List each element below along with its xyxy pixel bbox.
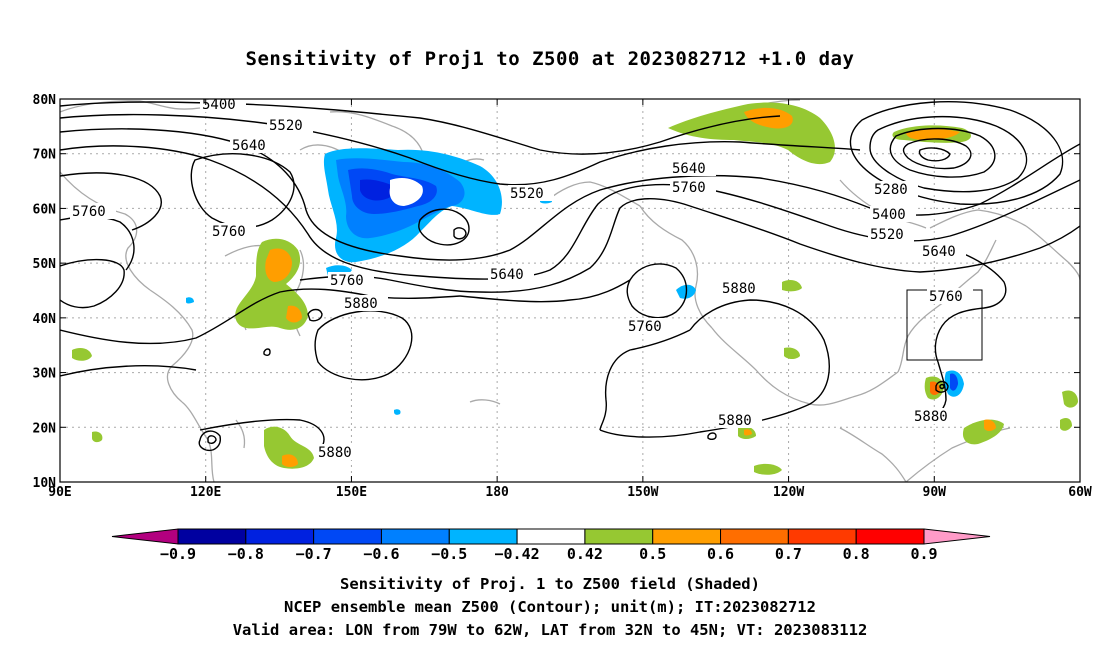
colorbar-box <box>855 528 925 545</box>
contour-label: 5760 <box>330 273 364 289</box>
colorbar-box <box>652 528 722 545</box>
axis-labels: 90E 120E 150E 180 150W 120W 90W 60W 80N 70N 60N 50N… <box>33 93 1092 500</box>
colorbar-box <box>787 528 857 545</box>
colorbar-box <box>245 528 315 545</box>
contour-label: 5760 <box>929 289 963 305</box>
contour-label: 5640 <box>922 244 956 260</box>
contour-label: 5880 <box>344 296 378 312</box>
lat-tick-label: 20N <box>33 421 57 436</box>
contour-label: 5760 <box>212 224 246 240</box>
caption-valid-area: Valid area: LON from 79W to 62W, LAT fro… <box>232 621 868 639</box>
chart-title: Sensitivity of Proj1 to Z500 at 20230827… <box>245 48 855 70</box>
colorbar-label: 0.9 <box>910 545 937 563</box>
colorbar-label: −0.5 <box>431 545 467 563</box>
lon-tick-label: 150W <box>627 485 658 500</box>
colorbar-label: −0.6 <box>363 545 399 563</box>
caption-contour: NCEP ensemble mean Z500 (Contour); unit(… <box>284 598 816 616</box>
lon-tick-label: 60W <box>1068 485 1092 500</box>
captions: Sensitivity of Proj. 1 to Z500 field (Sh… <box>0 573 1100 642</box>
contour-labels: 5400 5520 5640 5760 5760 5520 5640 5760 … <box>70 97 973 461</box>
colorbar-box <box>584 528 654 545</box>
colorbar-label: 0.6 <box>707 545 734 563</box>
colorbar-box <box>177 528 247 545</box>
lat-tick-label: 70N <box>33 148 57 163</box>
sensitivity-shading <box>72 102 1078 475</box>
contour-label: 5520 <box>269 118 303 134</box>
lat-tick-label: 10N <box>33 476 57 491</box>
caption-shaded: Sensitivity of Proj. 1 to Z500 field (Sh… <box>340 575 760 593</box>
contour-label: 5760 <box>72 204 106 220</box>
lon-tick-label: 120E <box>190 485 221 500</box>
contour-label: 5760 <box>628 319 662 335</box>
contour-label: 5640 <box>672 161 706 177</box>
lon-tick-label: 150E <box>336 485 367 500</box>
colorbar-box <box>448 528 518 545</box>
colorbar-box <box>313 528 382 545</box>
contour-label: 5880 <box>914 409 948 425</box>
colorbar-label: −0.7 <box>296 545 332 563</box>
colorbar-max-arrow <box>923 528 991 545</box>
colorbar-box <box>380 528 450 545</box>
contour-label: 5520 <box>870 227 904 243</box>
lon-tick-label: 90E <box>48 485 71 500</box>
colorbar-min-arrow <box>111 528 179 545</box>
lat-tick-label: 80N <box>33 93 57 108</box>
lon-tick-label: 180 <box>485 485 509 500</box>
contour-label: 5400 <box>872 207 906 223</box>
lat-tick-label: 30N <box>33 367 57 382</box>
z500-contours <box>60 101 1080 452</box>
colorbar-label: 0.5 <box>639 545 666 563</box>
lat-tick-label: 40N <box>33 312 57 327</box>
contour-label: 5880 <box>718 413 752 429</box>
contour-label: 5520 <box>510 186 544 202</box>
colorbar: −0.9 −0.8 −0.7 −0.6 −0.5 −0.42 0.42 0.5 0.6 0.7 0.… <box>111 528 991 563</box>
colorbar-label: −0.8 <box>228 545 264 563</box>
lon-tick-label: 90W <box>923 485 947 500</box>
colorbar-label: −0.42 <box>495 545 540 563</box>
contour-label: 5400 <box>202 97 236 113</box>
contour-label: 5880 <box>318 445 352 461</box>
colorbar-label: 0.7 <box>775 545 802 563</box>
contour-label: 5760 <box>672 180 706 196</box>
contour-label: 5640 <box>490 267 524 283</box>
map-frame <box>59 98 1081 483</box>
colorbar-label: 0.8 <box>843 545 870 563</box>
contour-label: 5640 <box>232 138 266 154</box>
lon-tick-label: 120W <box>773 485 804 500</box>
lat-tick-label: 50N <box>33 257 57 272</box>
contour-label: 5880 <box>722 281 756 297</box>
lat-tick-label: 60N <box>33 202 57 217</box>
colorbar-box <box>720 528 789 545</box>
colorbar-box <box>516 528 586 545</box>
colorbar-label: 0.42 <box>567 545 603 563</box>
contour-label: 5280 <box>874 182 908 198</box>
colorbar-label: −0.9 <box>160 545 196 563</box>
